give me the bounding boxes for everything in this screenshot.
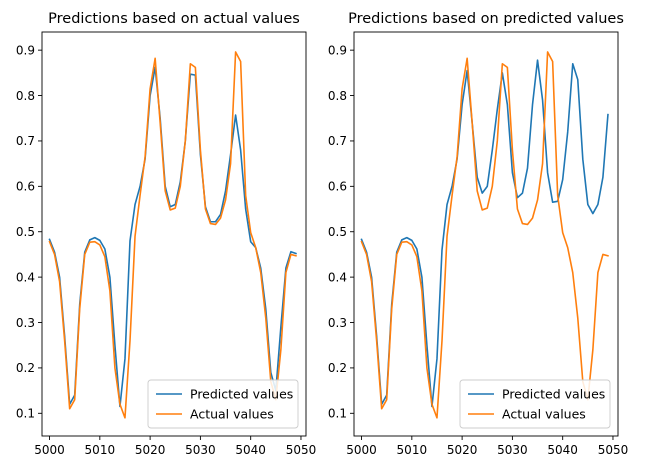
- left-panel: Predictions based on actual values 5000 50…: [16, 11, 316, 457]
- legend-box: [459, 379, 611, 429]
- y-tick-label: 0.4: [328, 270, 347, 284]
- legend-label: Predicted values: [190, 387, 293, 402]
- x-tick-label: 5040: [547, 443, 578, 457]
- x-tick-label: 5020: [447, 443, 478, 457]
- x-tick-label: 5040: [235, 443, 266, 457]
- x-tick-label: 5020: [135, 443, 166, 457]
- x-tick-label: 5050: [286, 443, 317, 457]
- x-tick-label: 5000: [346, 443, 377, 457]
- y-tick-label: 0.6: [16, 180, 35, 194]
- chart-title: Predictions based on actual values: [48, 11, 300, 27]
- right-panel: Predictions based on predicted values 500…: [328, 11, 628, 457]
- y-tick-label: 0.8: [328, 89, 347, 103]
- x-tick-label: 5010: [397, 443, 428, 457]
- axes-frame: [353, 31, 619, 437]
- legend-box: [147, 379, 299, 429]
- legend-label: Actual values: [190, 407, 274, 422]
- y-tick-label: 0.5: [328, 225, 347, 239]
- y-tick-label: 0.6: [328, 180, 347, 194]
- axes-frame: [41, 31, 307, 437]
- series-line-actual-values: [360, 51, 609, 419]
- y-tick-label: 0.7: [16, 134, 35, 148]
- legend-label: Actual values: [502, 407, 586, 422]
- y-tick-label: 0.3: [16, 316, 35, 330]
- series-line-actual-values: [48, 51, 297, 419]
- y-tick-label: 0.3: [328, 316, 347, 330]
- x-tick-label: 5000: [34, 443, 65, 457]
- series-line-predicted-values: [360, 59, 609, 408]
- y-tick-label: 0.8: [16, 89, 35, 103]
- y-tick-label: 0.1: [328, 407, 347, 421]
- y-tick-label: 0.9: [16, 43, 35, 57]
- x-tick-label: 5050: [598, 443, 629, 457]
- y-tick-label: 0.2: [328, 361, 347, 375]
- x-tick-label: 5030: [185, 443, 216, 457]
- y-tick-label: 0.9: [328, 43, 347, 57]
- y-tick-label: 0.5: [16, 225, 35, 239]
- x-tick-label: 5030: [497, 443, 528, 457]
- y-tick-label: 0.2: [16, 361, 35, 375]
- chart-title: Predictions based on predicted values: [348, 11, 624, 27]
- y-tick-label: 0.1: [16, 407, 35, 421]
- y-tick-label: 0.4: [16, 270, 35, 284]
- x-tick-label: 5010: [85, 443, 116, 457]
- y-tick-label: 0.7: [328, 134, 347, 148]
- legend-label: Predicted values: [502, 387, 605, 402]
